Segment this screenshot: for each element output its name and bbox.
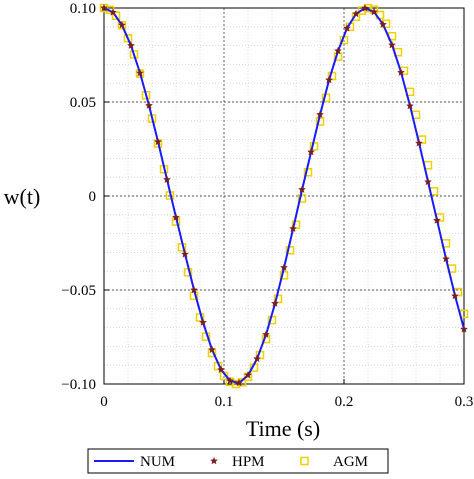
legend-label-hpm: HPM — [232, 454, 265, 470]
y-tick-label: 0.10 — [70, 1, 96, 17]
data-point-hpm — [442, 254, 450, 263]
data-point-agm — [297, 194, 307, 203]
y-tick-label: 0.05 — [70, 95, 96, 111]
y-tick-label: −0.10 — [61, 377, 96, 393]
data-point-hpm — [109, 8, 117, 16]
data-point-hpm — [244, 371, 252, 379]
y-tick-label: 0 — [89, 189, 97, 205]
x-tick-label: 0.2 — [335, 394, 354, 410]
plot-area — [99, 3, 469, 389]
data-point-hpm — [361, 4, 369, 12]
data-point-hpm — [127, 41, 135, 49]
x-axis: 0 0.1 0.2 0.3 — [100, 379, 473, 410]
data-point-hpm — [226, 376, 234, 385]
data-point-hpm — [271, 299, 279, 307]
y-axis: 0.10 0.05 0 −0.05 −0.10 — [61, 1, 109, 393]
data-point-hpm — [325, 75, 333, 84]
data-point-hpm — [289, 224, 297, 233]
data-point-hpm — [316, 110, 324, 118]
data-point-agm — [123, 34, 133, 43]
x-axis-label: Time (s) — [246, 416, 320, 441]
grid — [103, 7, 465, 385]
data-point-hpm — [163, 175, 171, 183]
data-point-agm — [291, 220, 301, 230]
y-axis-label: w(t) — [4, 184, 41, 209]
data-point-hpm — [145, 101, 153, 109]
data-point-hpm — [352, 9, 360, 18]
y-tick-label: −0.05 — [61, 283, 96, 299]
data-point-hpm — [262, 330, 270, 338]
x-tick-label: 0.1 — [215, 394, 234, 410]
data-point-agm — [111, 11, 121, 20]
data-point-hpm — [370, 7, 378, 16]
data-point-hpm — [334, 46, 342, 55]
data-point-hpm — [154, 137, 162, 146]
legend: NUM HPM AGM — [87, 448, 389, 474]
data-point-hpm — [199, 318, 207, 326]
data-point-hpm — [460, 325, 468, 333]
data-point-hpm — [100, 3, 108, 12]
data-point-hpm — [298, 185, 306, 193]
data-point-hpm — [343, 24, 351, 32]
legend-swatch-agm — [300, 456, 309, 466]
data-point-hpm — [415, 139, 423, 147]
data-point-hpm — [433, 216, 441, 224]
x-tick-label: 0 — [100, 394, 108, 410]
legend-swatch-hpm — [210, 456, 218, 465]
legend-label-num: NUM — [140, 454, 175, 470]
data-point-hpm — [118, 20, 126, 29]
data-point-hpm — [379, 20, 387, 28]
data-point-hpm — [424, 177, 432, 186]
data-point-hpm — [406, 101, 414, 110]
data-point-hpm — [280, 263, 288, 271]
legend-label-agm: AGM — [333, 454, 368, 470]
legend-box — [87, 448, 389, 474]
data-point-hpm — [388, 40, 396, 49]
data-point-hpm — [235, 378, 243, 387]
data-point-hpm — [172, 213, 180, 221]
data-point-hpm — [307, 147, 315, 156]
data-point-hpm — [190, 285, 198, 294]
x-tick-label: 0.3 — [455, 394, 474, 410]
data-point-hpm — [451, 291, 459, 300]
data-point-hpm — [217, 365, 225, 374]
data-point-agm — [285, 246, 295, 255]
data-point-hpm — [181, 250, 189, 258]
data-point-hpm — [136, 68, 144, 77]
data-point-hpm — [397, 68, 405, 76]
data-point-hpm — [253, 354, 261, 363]
data-point-hpm — [208, 345, 216, 354]
data-point-agm — [129, 50, 139, 59]
